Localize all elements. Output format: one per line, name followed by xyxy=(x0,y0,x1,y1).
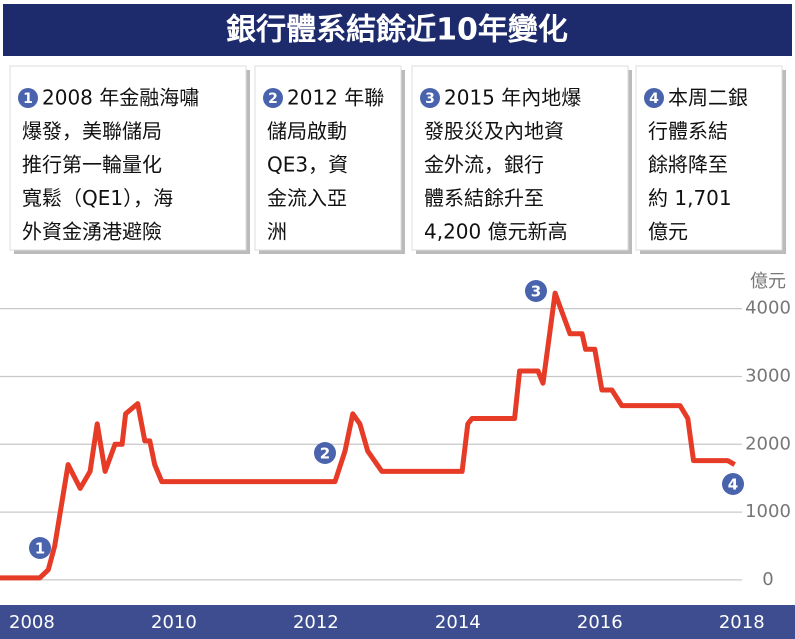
annotation-line: 金外流，銀行 xyxy=(424,153,544,177)
annotation-line: 爆發，美聯儲局 xyxy=(22,119,162,143)
y-tick-label: 2000 xyxy=(745,433,791,454)
chart-title: 銀行體系結餘近10年變化 xyxy=(226,13,568,48)
x-tick-label: 2016 xyxy=(577,612,623,633)
x-tick-label: 2012 xyxy=(293,612,339,633)
annotation-number: 3 xyxy=(425,91,435,107)
annotation-line: 4,200 億元新高 xyxy=(424,220,568,244)
y-tick-label: 1000 xyxy=(745,501,791,522)
annotation-line: QE3，資 xyxy=(267,153,348,177)
annotation-line: 儲局啟動 xyxy=(267,119,347,143)
annotation-line: 餘將降至 xyxy=(648,153,728,177)
data-line xyxy=(0,290,736,581)
annotation-badge xyxy=(420,88,440,108)
y-tick-label: 0 xyxy=(762,569,773,590)
annotation-line: 洲 xyxy=(267,220,287,244)
annotation-badge xyxy=(18,88,38,108)
annotation-number: 2 xyxy=(268,91,278,107)
x-tick-label: 2018 xyxy=(719,612,765,633)
x-tick-label: 2010 xyxy=(151,612,197,633)
annotation-line: 金流入亞 xyxy=(267,186,347,210)
title-bar xyxy=(3,4,792,56)
x-tick-label: 2014 xyxy=(435,612,481,633)
annotation-line: 體系結餘升至 xyxy=(424,186,544,210)
annotation-line: 約 1,701 xyxy=(648,186,732,210)
annotation-line: 推行第一輪量化 xyxy=(22,153,162,177)
chart-marker xyxy=(722,473,744,495)
annotation-badge xyxy=(263,88,283,108)
chart-marker-number: 3 xyxy=(531,283,541,301)
chart-marker xyxy=(314,442,336,464)
chart-marker-number: 1 xyxy=(35,540,45,558)
chart-marker xyxy=(29,537,51,559)
annotation-line: 2012 年聯 xyxy=(287,86,384,110)
annotation-line: 億元 xyxy=(648,220,688,244)
annotation-box xyxy=(411,65,629,251)
chart-marker-number: 4 xyxy=(728,476,738,494)
chart-marker xyxy=(525,280,547,302)
annotation-line: 寬鬆（QE1），海 xyxy=(22,186,173,210)
annotation-line: 發股災及內地資 xyxy=(424,119,564,143)
annotation-line: 行體系結 xyxy=(648,119,728,143)
y-tick-label: 3000 xyxy=(745,365,791,386)
annotation-badge xyxy=(644,88,664,108)
annotation-number: 1 xyxy=(23,91,33,107)
x-axis-bar xyxy=(0,605,795,639)
annotation-line: 2015 年內地爆 xyxy=(444,86,581,110)
annotation-number: 4 xyxy=(649,91,659,107)
y-tick-label: 4000 xyxy=(745,298,791,319)
chart-marker-number: 2 xyxy=(320,445,330,463)
annotation-line: 本周二銀 xyxy=(668,86,748,110)
annotation-line: 2008 年金融海嘯 xyxy=(42,86,199,110)
annotation-box xyxy=(9,65,247,251)
annotation-line: 外資金湧港避險 xyxy=(22,220,162,244)
y-unit: 億元 xyxy=(750,271,786,292)
x-tick-label: 2008 xyxy=(9,612,55,633)
